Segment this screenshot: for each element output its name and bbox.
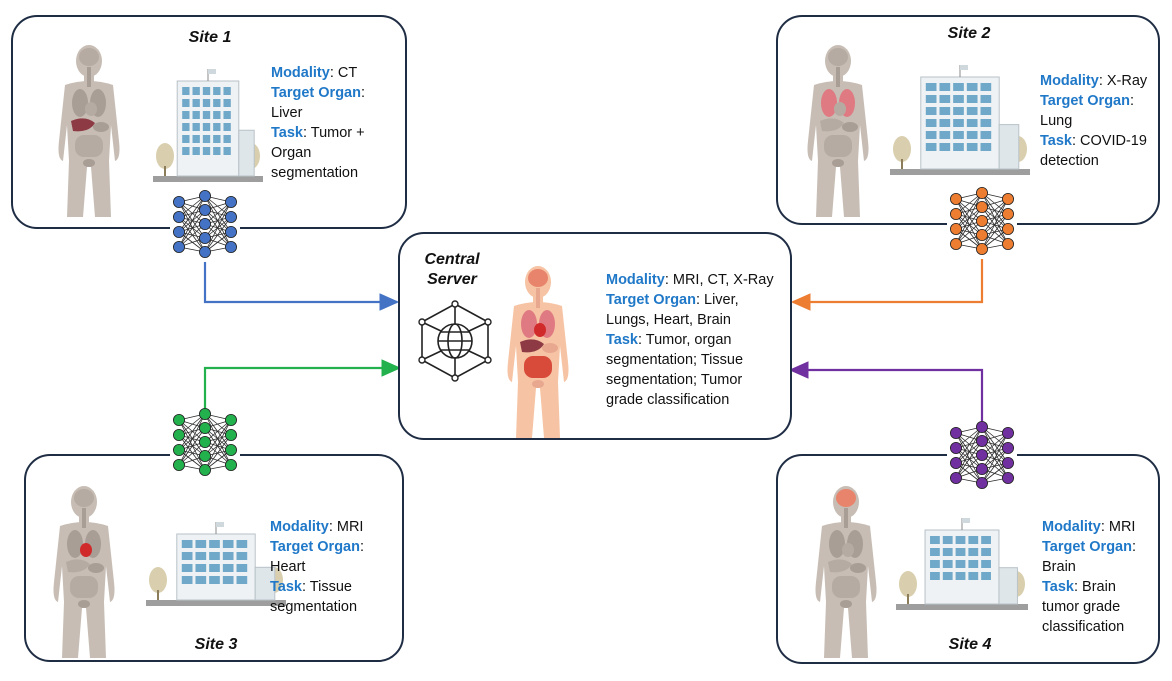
target-organ-value: : <box>1131 539 1136 555</box>
task-value: : Brain <box>1073 579 1116 595</box>
site-2-panel: Site 2 Modality: X-Ray Target Organ: Lun… <box>776 15 1160 225</box>
target-organ-key: Target Organ <box>271 85 361 101</box>
server-info: Modality: MRI, CT, X-Ray Target Organ: L… <box>606 270 774 410</box>
modality-value: : CT <box>329 65 358 81</box>
target-organ-key: Target Organ <box>270 539 360 555</box>
neural-network-icon <box>170 190 240 262</box>
target-organ-key: Target Organ <box>1040 93 1130 109</box>
modality-key: Modality <box>270 519 329 535</box>
hospital-building-icon <box>896 518 1028 610</box>
target-organ-value: : Liver, <box>695 292 739 308</box>
task-value: Organ <box>271 145 312 161</box>
site-3-panel: Modality: MRI Target Organ: Heart Task: … <box>24 454 404 662</box>
target-organ-value: : <box>359 539 364 555</box>
arrow-site4-to-server <box>788 361 984 424</box>
globe-network-icon <box>418 300 492 382</box>
target-organ-value: Lung <box>1040 113 1073 129</box>
target-organ-value: Liver <box>271 105 303 121</box>
arrow-site3-to-server <box>203 359 402 410</box>
target-organ-key: Target Organ <box>1042 539 1132 555</box>
human-anatomy-icon <box>58 45 120 217</box>
hospital-building-icon <box>153 69 263 182</box>
human-anatomy-icon <box>53 486 115 658</box>
task-value: segmentation; Tissue <box>606 352 744 368</box>
server-title-line: Server <box>427 271 477 288</box>
site-title: Site 4 <box>948 636 992 653</box>
modality-key: Modality <box>606 272 665 288</box>
neural-network-icon <box>947 187 1017 259</box>
hospital-building-icon <box>890 65 1030 175</box>
target-organ-key: Target Organ <box>606 292 696 308</box>
site-info: Modality: CT Target Organ: Liver Task: T… <box>271 63 365 183</box>
human-anatomy-icon <box>807 45 869 217</box>
site-title: Site 3 <box>194 636 238 653</box>
modality-value: : MRI <box>1100 519 1136 535</box>
task-value: tumor grade <box>1042 599 1121 615</box>
target-organ-value: Lungs, Heart, Brain <box>606 312 731 328</box>
target-organ-value: Heart <box>270 559 306 575</box>
task-value: segmentation <box>271 165 359 181</box>
server-title: Central Server <box>400 250 504 290</box>
task-key: Task <box>271 125 303 141</box>
modality-value: : X-Ray <box>1098 73 1148 89</box>
site-title: Site 2 <box>947 25 991 42</box>
target-organ-value: : <box>1129 93 1134 109</box>
target-organ-value: : <box>360 85 365 101</box>
site-1-panel: Site 1 Modality: CT Target Organ: Liver … <box>11 15 407 229</box>
neural-network-icon <box>947 421 1017 493</box>
arrow-site2-to-server <box>790 258 984 311</box>
task-value: segmentation <box>270 599 358 615</box>
modality-key: Modality <box>271 65 330 81</box>
human-anatomy-icon <box>815 486 877 658</box>
task-value: : COVID-19 <box>1071 133 1147 149</box>
hospital-building-icon <box>146 522 286 606</box>
task-value: classification <box>1042 619 1125 635</box>
target-organ-value: Brain <box>1042 559 1076 575</box>
modality-value: : MRI, CT, X-Ray <box>664 272 774 288</box>
modality-key: Modality <box>1040 73 1099 89</box>
task-value: : Tumor + <box>302 125 365 141</box>
central-server-panel: Central Server <box>398 232 792 440</box>
neural-network-icon <box>170 408 240 480</box>
site-info: Modality: MRI Target Organ: Brain Task: … <box>1042 517 1136 637</box>
task-value: : Tumor, organ <box>637 332 732 348</box>
task-key: Task <box>1042 579 1074 595</box>
arrow-site1-to-server <box>203 262 400 311</box>
human-anatomy-icon <box>507 266 569 438</box>
site-info: Modality: MRI Target Organ: Heart Task: … <box>270 517 364 617</box>
modality-key: Modality <box>1042 519 1101 535</box>
server-title-line: Central <box>424 251 480 268</box>
modality-value: : MRI <box>328 519 364 535</box>
site-info: Modality: X-Ray Target Organ: Lung Task:… <box>1040 71 1147 171</box>
site-title: Site 1 <box>188 29 232 46</box>
task-value: grade classification <box>606 392 730 408</box>
task-value: : Tissue <box>301 579 352 595</box>
task-value: detection <box>1040 153 1099 169</box>
task-value: segmentation; Tumor <box>606 372 743 388</box>
task-key: Task <box>606 332 638 348</box>
task-key: Task <box>270 579 302 595</box>
task-key: Task <box>1040 133 1072 149</box>
